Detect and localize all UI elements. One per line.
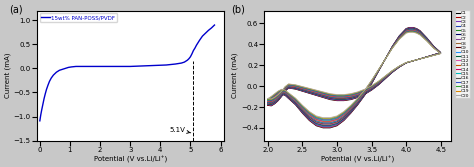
Text: 5.1V: 5.1V [169,127,191,133]
X-axis label: Potential (V vs.Li/Li⁺): Potential (V vs.Li/Li⁺) [321,156,394,163]
Y-axis label: Current (mA): Current (mA) [232,53,238,98]
Text: (a): (a) [9,4,22,14]
Legend: C1, C2, C3, C4, C5, C6, C7, C8, C9, C10, C11, C12, C13, C14, C15, C16, C17, C18,: C1, C2, C3, C4, C5, C6, C7, C8, C9, C10,… [455,10,470,98]
Y-axis label: Current (mA): Current (mA) [4,53,11,98]
Legend: 15wt% PAN-POSS/PVDF: 15wt% PAN-POSS/PVDF [40,13,117,22]
X-axis label: Potential (V vs.Li/Li⁺): Potential (V vs.Li/Li⁺) [93,156,167,163]
Text: (b): (b) [231,4,245,14]
